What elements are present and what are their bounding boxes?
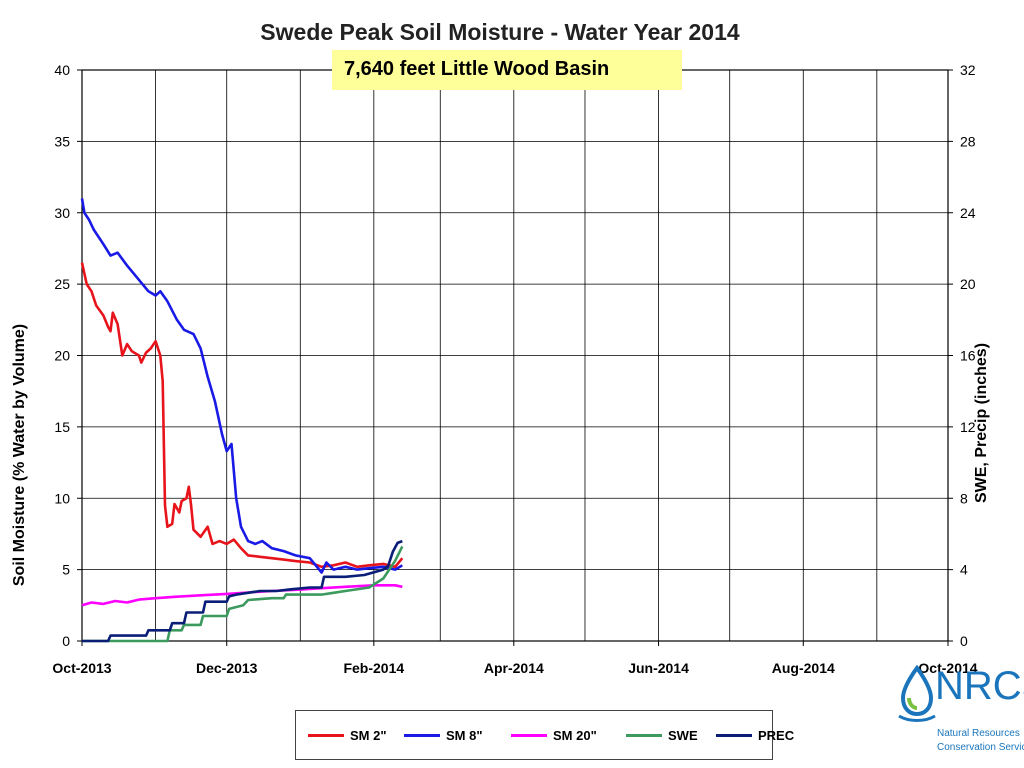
left-tick-label: 40 xyxy=(54,62,70,78)
x-tick-label: Feb-2014 xyxy=(343,660,404,676)
legend-swatch xyxy=(404,733,440,737)
water-drop-icon xyxy=(898,664,936,722)
legend-swatch xyxy=(716,733,752,737)
series-line-2 xyxy=(81,583,403,607)
x-tick-label: Aug-2014 xyxy=(772,660,835,676)
right-tick-label: 12 xyxy=(960,419,976,435)
legend-swatch xyxy=(626,733,662,737)
chart-legend: SM 2" SM 8" SM 20" SWE PREC xyxy=(295,710,794,760)
right-tick-label: 4 xyxy=(960,562,968,578)
grid-lines xyxy=(82,70,948,641)
subtitle-box: 7,640 feet Little Wood Basin xyxy=(332,50,682,90)
right-tick-label: 8 xyxy=(960,490,968,506)
left-tick-label: 10 xyxy=(54,490,70,506)
chart-title: Swede Peak Soil Moisture - Water Year 20… xyxy=(260,19,740,45)
y-axis-label: Soil Moisture (% Water by Volume) xyxy=(11,324,28,586)
right-axis-ticks: 0 4 8 12 16 20 24 28 32 xyxy=(948,62,976,649)
x-tick-label: Dec-2013 xyxy=(196,660,258,676)
x-axis-ticks: Oct-2013 Dec-2013 Feb-2014 Apr-2014 Jun-2014… xyxy=(52,641,978,676)
x-tick-label: Jun-2014 xyxy=(628,660,689,676)
right-tick-label: 32 xyxy=(960,62,976,78)
legend-item: SM 8" xyxy=(404,727,483,743)
legend-label: SM 2" xyxy=(350,727,387,743)
series-line-1 xyxy=(80,198,403,574)
legend-label: SM 20" xyxy=(553,727,597,743)
legend-label: SWE xyxy=(668,727,698,743)
x-tick-label: Oct-2013 xyxy=(52,660,111,676)
series-line-0 xyxy=(80,262,404,569)
series-line-3 xyxy=(82,545,404,643)
left-tick-label: 20 xyxy=(54,348,70,364)
legend-item: SWE xyxy=(626,727,698,743)
nrcs-logo: NRCS Natural Resources Conservation Serv… xyxy=(895,660,1024,765)
legend-item: SM 20" xyxy=(511,727,597,743)
left-axis-ticks: 0 5 10 15 20 25 30 35 40 xyxy=(54,62,82,649)
y2-axis-label: SWE, Precip (inches) xyxy=(973,343,990,503)
right-tick-label: 28 xyxy=(960,133,976,149)
chart-subtitle: 7,640 feet Little Wood Basin xyxy=(344,58,610,80)
x-tick-label: Oct-2014 xyxy=(918,660,977,676)
legend-swatch xyxy=(308,733,344,737)
legend-label: PREC xyxy=(758,727,795,743)
logo-wordmark: NRCS xyxy=(935,664,1024,708)
legend-label: SM 8" xyxy=(446,727,483,743)
legend-item: SM 2" xyxy=(308,727,387,743)
series-line-4 xyxy=(82,539,403,643)
x-tick-label: Apr-2014 xyxy=(484,660,544,676)
legend-item: PREC xyxy=(716,727,794,743)
logo-subtitle-line1: Natural Resources xyxy=(937,728,1020,739)
series-lines xyxy=(80,198,404,643)
right-tick-label: 24 xyxy=(960,205,976,221)
left-tick-label: 30 xyxy=(54,205,70,221)
left-tick-label: 35 xyxy=(54,133,70,149)
left-tick-label: 5 xyxy=(62,562,70,578)
legend-swatch xyxy=(511,733,547,737)
right-tick-label: 16 xyxy=(960,348,976,364)
right-tick-label: 0 xyxy=(960,633,968,649)
left-tick-label: 15 xyxy=(54,419,70,435)
left-tick-label: 0 xyxy=(62,633,70,649)
left-tick-label: 25 xyxy=(54,276,70,292)
right-tick-label: 20 xyxy=(960,276,976,292)
logo-subtitle-line2: Conservation Service xyxy=(937,742,1024,753)
